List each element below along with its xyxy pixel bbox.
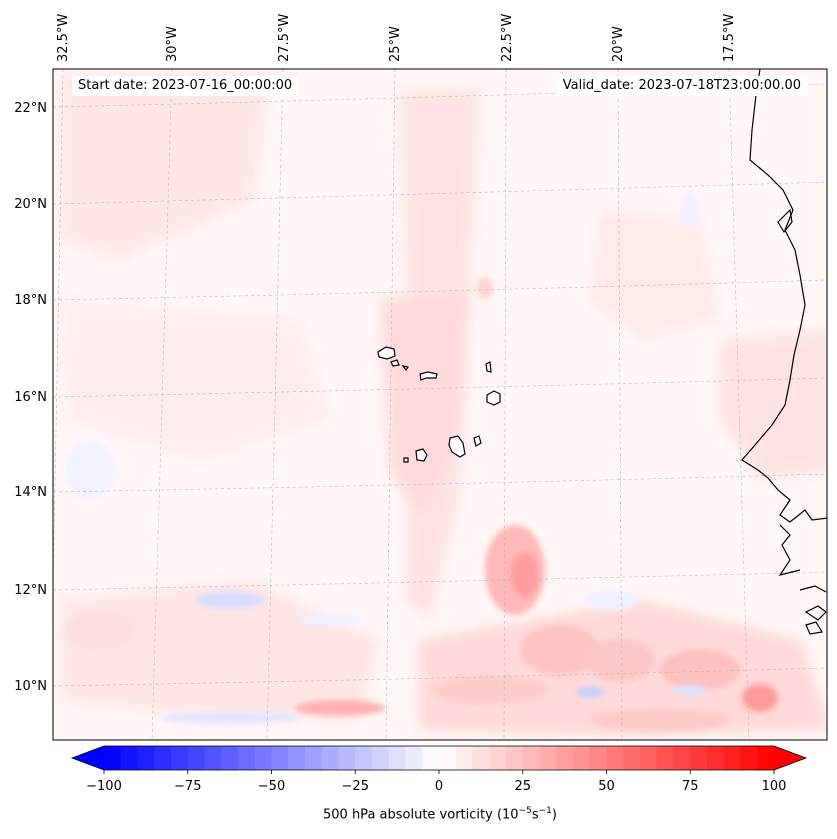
colorbar-extend-min (72, 746, 104, 770)
colorbar-segment (120, 746, 139, 770)
colorbar-segment (673, 746, 691, 770)
lon-label-32-5w: 32.5°W (56, 14, 71, 62)
colorbar-segment (254, 746, 273, 770)
valid-date-label: Valid_date: 2023-07-18T23:00:00.00 (556, 76, 807, 96)
lat-label-20n: 20°N (14, 197, 47, 212)
colorbar-tick-label: −50 (258, 779, 285, 794)
island-santiago (448, 435, 466, 458)
island-sao-vicente (390, 359, 400, 367)
colorbar-segment (271, 746, 289, 770)
island-boa-vista (486, 390, 501, 406)
colorbar-segment (623, 746, 641, 770)
cabo-verde-islands (377, 346, 501, 463)
colorbar-segment (422, 746, 440, 770)
colorbar-segment (573, 746, 591, 770)
colorbar-segment (472, 746, 490, 770)
lon-label-30w: 30°W (165, 26, 180, 62)
lon-label-17-5w: 17.5°W (722, 14, 737, 62)
colorbar-segment (656, 746, 675, 770)
colorbar-tick-label: 0 (435, 779, 443, 794)
lat-label-12n: 12°N (14, 583, 47, 598)
colorbar-segment (757, 746, 775, 770)
colorbar-title: 500 hPa absolute vorticity (10−5s−1) (0, 806, 837, 822)
island-santa-luzia (401, 365, 409, 372)
colorbar-segment (439, 746, 457, 770)
colorbar-tick-label: 50 (598, 779, 615, 794)
colorbar-title-end: ) (551, 807, 557, 823)
colorbar-title-mid: s (531, 807, 539, 823)
colorbar: −100 −75 −50 −25 0 25 50 75 100 (70, 745, 808, 794)
colorbar-ticks: −100 −75 −50 −25 0 25 50 75 100 (86, 770, 786, 794)
colorbar-segment (589, 746, 608, 770)
lon-label-25w: 25°W (388, 26, 403, 62)
lon-label-20w: 20°W (611, 26, 626, 62)
colorbar-segment (539, 746, 557, 770)
colorbar-segment (305, 746, 323, 770)
colorbar-segment (104, 746, 122, 770)
map-frame (52, 68, 828, 741)
colorbar-tick-label: −100 (86, 779, 122, 794)
colorbar-segments (72, 746, 806, 770)
lon-label-27-5w: 27.5°W (277, 14, 292, 62)
colorbar-segment (137, 746, 155, 770)
colorbar-segment (707, 746, 725, 770)
island-santo-antao (377, 346, 396, 360)
island-fogo (415, 448, 428, 462)
colorbar-extend-max (774, 746, 806, 770)
lon-label-22-5w: 22.5°W (500, 14, 515, 62)
colorbar-segment (522, 746, 541, 770)
colorbar-segment (455, 746, 474, 770)
colorbar-segment (321, 746, 340, 770)
colorbar-segment (506, 746, 524, 770)
lat-label-14n: 14°N (14, 485, 47, 500)
colorbar-segment (690, 746, 708, 770)
colorbar-segment (372, 746, 390, 770)
colorbar-segment (723, 746, 742, 770)
island-maio (473, 435, 482, 447)
colorbar-segment (405, 746, 423, 770)
colorbar-segment (740, 746, 758, 770)
colorbar-title-text: 500 hPa absolute vorticity (10 (323, 807, 519, 823)
lat-label-18n: 18°N (14, 293, 47, 308)
colorbar-tick-label: −75 (174, 779, 201, 794)
longitude-labels: 32.5°W 30°W 27.5°W 25°W 22.5°W 20°W 17.5… (56, 14, 737, 62)
latitude-labels: 22°N 20°N 18°N 16°N 14°N 12°N 10°N (14, 101, 47, 694)
island-brava (403, 457, 409, 463)
colorbar-segment (238, 746, 256, 770)
colorbar-segment (556, 746, 574, 770)
colorbar-segment (154, 746, 172, 770)
colorbar-segment (355, 746, 373, 770)
colorbar-tick-label: 75 (682, 779, 699, 794)
lat-label-22n: 22°N (14, 101, 47, 116)
colorbar-segment (489, 746, 507, 770)
colorbar-tick-label: 25 (514, 779, 531, 794)
colorbar-segment (171, 746, 189, 770)
west-africa-coastline (741, 69, 827, 523)
island-sal (485, 361, 492, 373)
colorbar-tick-label: 100 (762, 779, 787, 794)
colorbar-segment (606, 746, 624, 770)
colorbar-segment (288, 746, 306, 770)
colorbar-title-exp1: −5 (518, 806, 532, 816)
vorticity-field (53, 69, 827, 740)
lat-label-10n: 10°N (14, 679, 47, 694)
colorbar-segment (388, 746, 407, 770)
coastline (741, 69, 827, 635)
island-sao-nicolau (419, 371, 438, 381)
graticule (53, 69, 827, 740)
colorbar-tick-label: −25 (342, 779, 369, 794)
colorbar-segment (187, 746, 206, 770)
lat-label-16n: 16°N (14, 390, 47, 405)
colorbar-segment (204, 746, 222, 770)
colorbar-segment (221, 746, 239, 770)
colorbar-segment (338, 746, 356, 770)
colorbar-segment (640, 746, 658, 770)
colorbar-title-exp2: −1 (538, 806, 552, 816)
start-date-label: Start date: 2023-07-16_00:00:00 (72, 76, 299, 96)
